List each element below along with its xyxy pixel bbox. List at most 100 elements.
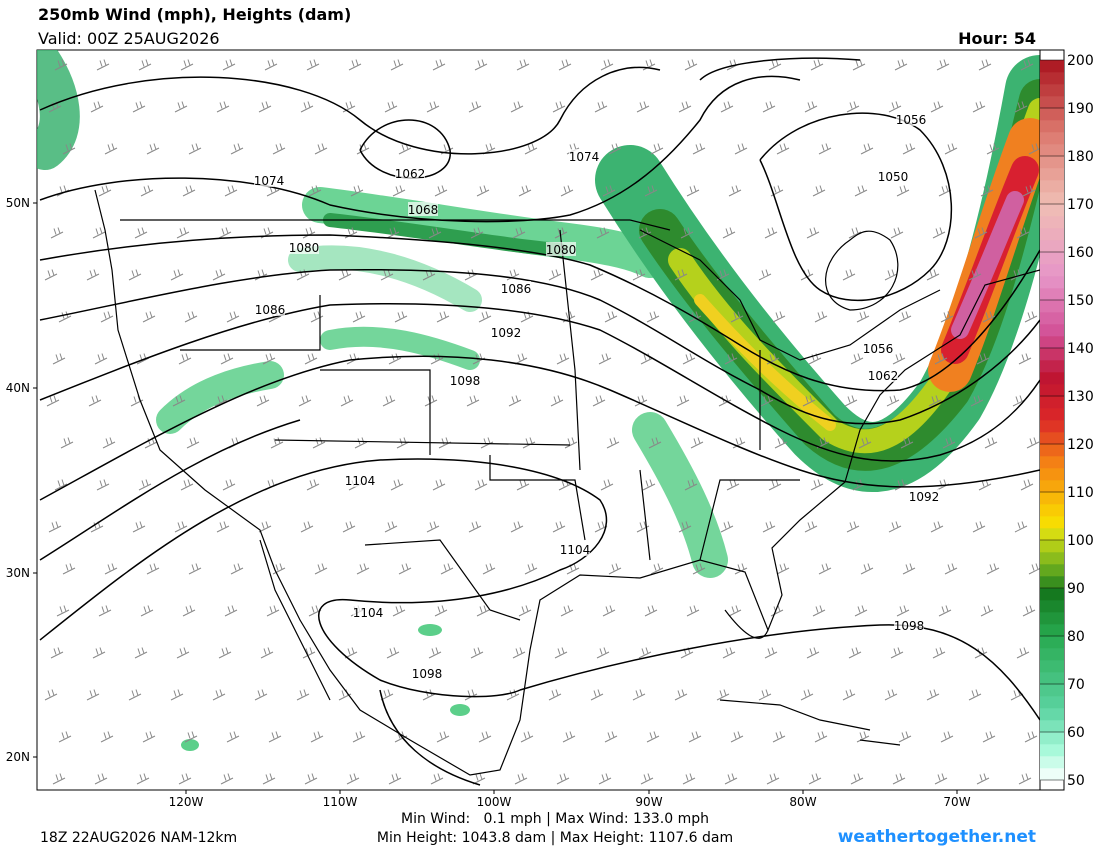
wind-barb [860, 143, 874, 155]
wind-barb [476, 605, 490, 617]
wind-barb [426, 521, 440, 533]
wind-barb [90, 101, 104, 113]
wind-barb [986, 143, 1000, 155]
wind-barb [554, 647, 568, 659]
colorbar-segment [1040, 240, 1064, 253]
colorbar-segment [1040, 696, 1064, 709]
colorbar-segment [1040, 144, 1064, 157]
wind-barb [216, 101, 230, 113]
wind-barb [522, 437, 536, 449]
wind-barb [140, 185, 154, 197]
wind-barb [1014, 101, 1028, 113]
wind-barb [388, 773, 402, 785]
wind-barb [730, 731, 744, 743]
colorbar-segment [1040, 108, 1064, 121]
wind-barb [88, 395, 102, 407]
wind-barb [890, 227, 904, 239]
wind-barb [262, 773, 276, 785]
wind-barb [646, 731, 660, 743]
wind-barb [524, 563, 538, 575]
contour-label-bg [289, 240, 319, 254]
wind-barb [980, 605, 994, 617]
wind-barb [306, 59, 320, 71]
wind-barb [604, 311, 618, 323]
colorbar-segment [1040, 132, 1064, 145]
wind-barb [390, 479, 404, 491]
wind-barb [174, 101, 188, 113]
wind-barb [300, 101, 314, 113]
wind-barb [128, 269, 142, 281]
colorbar-segment [1040, 564, 1064, 577]
wind-barb [302, 647, 316, 659]
colorbar-label: 60 [1067, 725, 1085, 741]
colorbar-segment [1040, 504, 1064, 517]
wind-barb [260, 647, 274, 659]
wind-barb [50, 227, 64, 239]
wind-barb [762, 101, 776, 113]
wind-barb [100, 731, 114, 743]
wind-barb [808, 773, 822, 785]
wind-barb [516, 59, 530, 71]
colorbar-segment [1040, 96, 1064, 109]
colorbar-segment [1040, 84, 1064, 97]
wind-barb [230, 563, 244, 575]
wind-barb [608, 143, 622, 155]
wind-barb [512, 227, 526, 239]
wind-barb [772, 731, 786, 743]
colorbar-segment [1040, 540, 1064, 553]
wind-barb [766, 773, 780, 785]
wind-barb [644, 185, 658, 197]
wind-barb [974, 227, 988, 239]
wind-barb [478, 731, 492, 743]
lon-label: 110W [323, 795, 358, 809]
wind-barb [590, 269, 604, 281]
wind-barb [384, 521, 398, 533]
wind-barb [722, 647, 736, 659]
colorbar-segment [1040, 324, 1064, 337]
wind-barb [856, 731, 870, 743]
colorbar-segment [1040, 576, 1064, 589]
wind-barb [896, 605, 910, 617]
wind-barb [1016, 227, 1030, 239]
wind-barb [92, 227, 106, 239]
wind-barb [776, 143, 790, 155]
wind-barb [178, 353, 192, 365]
wind-barb [216, 521, 230, 533]
wind-barb [892, 773, 906, 785]
colorbar: 50 60 70 80 90 100 110 120 130 140 150 160 170 180 190… [1039, 49, 1094, 791]
wind-barb [556, 773, 570, 785]
wind-barb [804, 101, 818, 113]
wind-barb [392, 605, 406, 617]
wind-barb [972, 101, 986, 113]
wind-barb [810, 479, 824, 491]
wind-barb [52, 353, 66, 365]
wind-barb [894, 59, 908, 71]
wind-barb [468, 101, 482, 113]
wind-barb [254, 689, 268, 701]
wind-barb [930, 521, 944, 533]
wind-barb [224, 185, 238, 197]
wind-barb [308, 185, 322, 197]
wind-barb [62, 143, 76, 155]
wind-barb [264, 59, 278, 71]
wind-barb [222, 59, 236, 71]
wind-barb [434, 185, 448, 197]
colorbar-label: 80 [1067, 629, 1085, 645]
wind-barb [1024, 731, 1038, 743]
colorbar-segment [1040, 396, 1064, 409]
wind-barb [314, 143, 328, 155]
wind-barb [886, 395, 900, 407]
lon-label: 70W [943, 795, 970, 809]
wind-barb [218, 647, 232, 659]
wind-shading [37, 50, 1040, 751]
colorbar-label: 120 [1067, 437, 1094, 453]
wind-barb [524, 143, 538, 155]
wind-barb [676, 395, 690, 407]
wind-barb [928, 395, 942, 407]
wind-barb [850, 773, 864, 785]
wind-barb [128, 689, 142, 701]
contour-label: 1104 [345, 474, 376, 488]
colorbar-segment [1040, 372, 1064, 385]
wind-barb [434, 605, 448, 617]
wind-barb [102, 437, 116, 449]
